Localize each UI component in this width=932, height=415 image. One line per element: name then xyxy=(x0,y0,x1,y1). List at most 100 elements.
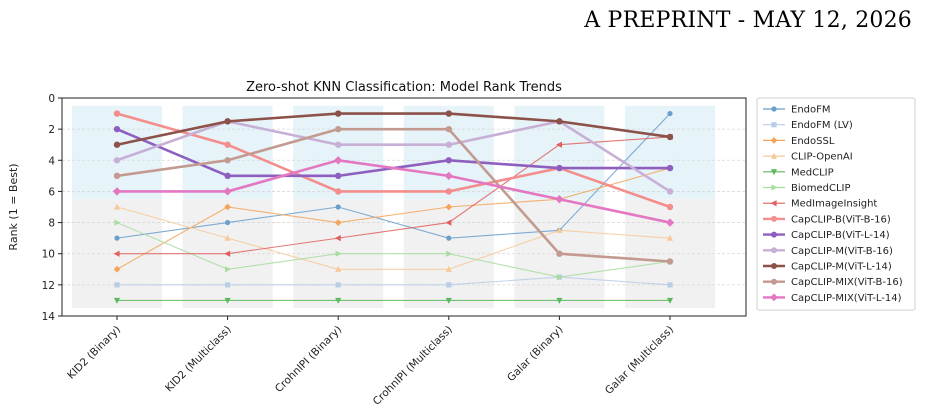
data-point xyxy=(445,141,452,148)
legend-label: EndoFM (LV) xyxy=(791,120,853,131)
data-point xyxy=(770,152,778,159)
data-point xyxy=(335,125,342,133)
data-point xyxy=(113,297,121,304)
data-point xyxy=(771,247,777,254)
legend-frame xyxy=(756,97,916,311)
data-point xyxy=(667,282,673,288)
data-point xyxy=(225,219,231,226)
data-point xyxy=(224,250,231,257)
legend-label: CLIP-OpenAI xyxy=(791,152,853,163)
top-band xyxy=(625,105,715,200)
x-tick-label: CrohnIPI (Binary) xyxy=(273,324,344,395)
data-point xyxy=(113,265,121,273)
data-point xyxy=(666,203,674,211)
legend-item: CapCLIP-MIX(ViT-B-16) xyxy=(763,277,903,288)
data-point xyxy=(556,118,563,125)
series-11 xyxy=(113,125,674,265)
data-point xyxy=(555,195,564,204)
data-point xyxy=(556,226,563,233)
data-point xyxy=(771,215,777,222)
series-12 xyxy=(112,156,675,227)
data-point xyxy=(224,234,231,241)
data-point xyxy=(114,219,121,226)
data-point xyxy=(224,141,231,148)
legend-label: BiomedCLIP xyxy=(791,183,851,194)
y-tick-label: 8 xyxy=(48,218,55,230)
data-point xyxy=(770,293,778,302)
data-point xyxy=(224,203,231,211)
data-point xyxy=(113,110,121,117)
data-point xyxy=(114,282,120,288)
data-point xyxy=(444,171,453,181)
data-point xyxy=(335,141,342,148)
legend-label: CapCLIP-MIX(ViT-L-14) xyxy=(791,293,902,304)
series-6 xyxy=(113,133,673,257)
legend-label: MedImageInsight xyxy=(791,199,877,210)
series-line xyxy=(116,206,671,270)
data-point xyxy=(770,137,778,144)
data-point xyxy=(112,187,122,196)
data-point xyxy=(445,125,452,133)
legend-item: CapCLIP-B(ViT-L-14) xyxy=(763,230,890,241)
data-point xyxy=(770,200,777,207)
data-point xyxy=(446,235,452,241)
top-band xyxy=(72,105,162,200)
data-point xyxy=(445,188,452,195)
data-point xyxy=(334,219,342,226)
data-point xyxy=(335,265,342,272)
data-point xyxy=(771,106,777,112)
data-point xyxy=(224,172,231,180)
data-point xyxy=(224,297,231,304)
series-line xyxy=(116,127,671,263)
data-point xyxy=(113,141,121,148)
data-point xyxy=(335,297,342,304)
data-point xyxy=(223,187,232,196)
data-point xyxy=(335,172,342,180)
x-tick-label: KID2 (Multiclass) xyxy=(163,324,234,395)
data-point xyxy=(771,263,777,269)
y-axis-title: Rank (1 = Best) xyxy=(7,163,20,250)
data-point xyxy=(225,282,231,288)
data-point xyxy=(113,157,121,164)
y-tick-label: 2 xyxy=(48,124,55,136)
data-point xyxy=(556,164,563,172)
legend-item: CapCLIP-MIX(ViT-L-14) xyxy=(763,293,902,304)
legend-label: EndoFM xyxy=(791,105,831,116)
data-point xyxy=(334,156,343,165)
data-point xyxy=(445,110,452,117)
series-line xyxy=(116,113,671,239)
series-group xyxy=(112,110,675,304)
data-point xyxy=(225,266,231,273)
legend-item: EndoSSL xyxy=(763,136,835,147)
legend-label: CapCLIP-B(ViT-B-16) xyxy=(791,214,891,225)
data-point xyxy=(771,122,777,128)
x-tick-label: KID2 (Binary) xyxy=(65,324,123,382)
data-point xyxy=(665,218,675,227)
legend-label: CapCLIP-MIX(ViT-B-16) xyxy=(791,277,903,288)
series-10 xyxy=(113,110,674,148)
top-band xyxy=(293,105,384,200)
series-line xyxy=(116,119,671,193)
legend-item: MedCLIP xyxy=(763,167,834,178)
data-point xyxy=(113,250,120,257)
plot-frame xyxy=(61,97,747,317)
legend-item: EndoFM xyxy=(763,105,831,116)
legend-label: CapCLIP-B(ViT-L-14) xyxy=(791,230,890,241)
y-axis-ticks: 0 2 4 6 8 10 12 14 xyxy=(42,93,62,323)
data-point xyxy=(113,125,121,133)
data-point xyxy=(556,297,563,304)
data-point xyxy=(335,204,341,210)
legend-item: BiomedCLIP xyxy=(763,183,851,194)
background-bands xyxy=(72,105,715,309)
data-point xyxy=(666,258,674,265)
data-point xyxy=(771,184,778,191)
data-point xyxy=(224,157,231,164)
data-point xyxy=(335,282,341,288)
legend-item: CLIP-OpenAI xyxy=(763,152,853,163)
y-tick-label: 14 xyxy=(42,311,56,323)
data-point xyxy=(445,203,453,211)
data-point xyxy=(445,297,452,304)
legend-item: EndoFM (LV) xyxy=(763,120,853,131)
data-point xyxy=(771,278,777,285)
